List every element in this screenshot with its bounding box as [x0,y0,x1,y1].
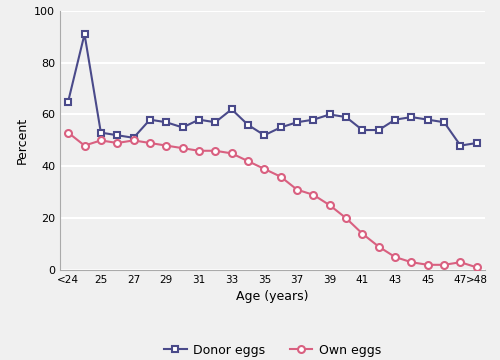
Donor eggs [245,123,251,127]
Donor eggs [147,117,153,122]
Y-axis label: Percent: Percent [16,117,28,164]
Own eggs [441,263,447,267]
Donor eggs [441,120,447,125]
X-axis label: Age (years): Age (years) [236,291,309,303]
Own eggs [196,149,202,153]
Own eggs [114,141,120,145]
Own eggs [326,203,332,207]
Own eggs [163,143,169,148]
Own eggs [408,260,414,264]
Donor eggs [360,128,366,132]
Donor eggs [65,99,71,104]
Legend: Donor eggs, Own eggs: Donor eggs, Own eggs [159,339,386,360]
Donor eggs [180,125,186,130]
Own eggs [310,193,316,197]
Donor eggs [408,115,414,119]
Line: Own eggs: Own eggs [64,129,480,271]
Donor eggs [425,117,431,122]
Donor eggs [278,125,283,130]
Donor eggs [310,117,316,122]
Own eggs [425,263,431,267]
Donor eggs [458,143,464,148]
Own eggs [212,149,218,153]
Own eggs [147,141,153,145]
Donor eggs [376,128,382,132]
Own eggs [392,255,398,259]
Own eggs [294,188,300,192]
Donor eggs [343,115,349,119]
Own eggs [278,175,283,179]
Own eggs [130,138,136,143]
Donor eggs [392,117,398,122]
Own eggs [228,151,234,156]
Own eggs [180,146,186,150]
Own eggs [98,138,104,143]
Donor eggs [82,32,87,36]
Own eggs [82,143,87,148]
Donor eggs [228,107,234,112]
Donor eggs [474,141,480,145]
Own eggs [360,231,366,236]
Donor eggs [262,133,268,138]
Donor eggs [130,136,136,140]
Donor eggs [294,120,300,125]
Donor eggs [163,120,169,125]
Own eggs [245,159,251,163]
Own eggs [458,260,464,264]
Own eggs [376,244,382,249]
Own eggs [474,265,480,270]
Line: Donor eggs: Donor eggs [64,31,480,149]
Donor eggs [212,120,218,125]
Own eggs [262,167,268,171]
Donor eggs [326,112,332,117]
Donor eggs [114,133,120,138]
Own eggs [65,130,71,135]
Donor eggs [98,130,104,135]
Donor eggs [196,117,202,122]
Own eggs [343,216,349,220]
